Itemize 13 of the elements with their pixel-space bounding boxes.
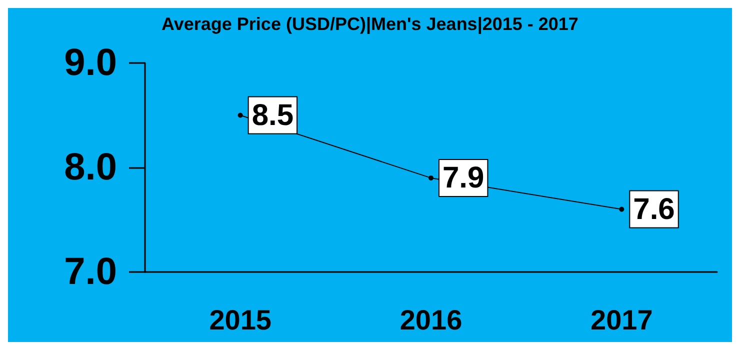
- y-tick-label: 7.0: [64, 251, 117, 293]
- data-label: 7.6: [633, 192, 675, 226]
- point: [619, 206, 624, 212]
- chart-title: Average Price (USD/PC)|Men's Jeans|2015 - 2017: [162, 14, 578, 34]
- point: [428, 175, 434, 180]
- point: [238, 112, 243, 118]
- data-label: 8.5: [252, 98, 294, 132]
- x-tick-label: 2015: [209, 304, 272, 336]
- x-tick-label: 2016: [400, 304, 462, 336]
- x-tick-label: 2017: [590, 304, 653, 336]
- y-tick-label: 9.0: [64, 42, 117, 84]
- y-tick-label: 8.0: [64, 146, 117, 188]
- data-label: 7.9: [442, 161, 484, 194]
